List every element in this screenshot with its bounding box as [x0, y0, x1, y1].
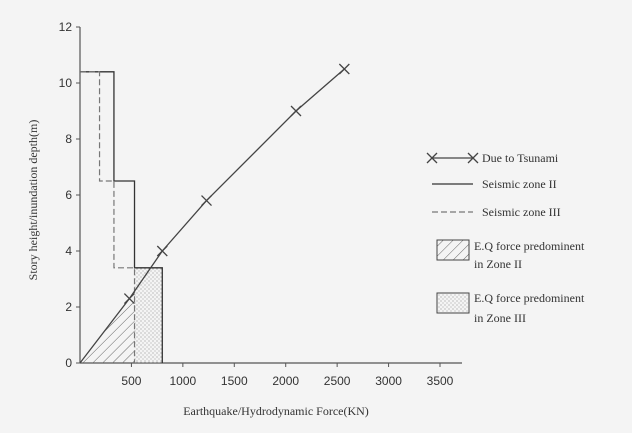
y-axis-label: Story height/inundation depth(m) [26, 120, 40, 281]
series-lines [79, 63, 350, 364]
region-fills [80, 267, 163, 363]
x-marker-icon [467, 152, 479, 164]
x-tick-label: 1500 [221, 374, 248, 388]
legend-item-zone3: Seismic zone III [432, 205, 561, 219]
dotted-swatch [436, 292, 470, 314]
x-tick-label: 2500 [324, 374, 351, 388]
y-tick-label: 10 [59, 76, 73, 90]
tsunami-point-marker [123, 293, 135, 305]
legend-label-eq-zone2-line2: in Zone II [474, 257, 522, 271]
legend-item-zone2: Seismic zone II [432, 177, 557, 191]
tsunami-point-marker [338, 63, 350, 75]
y-tick-label: 4 [65, 244, 72, 258]
legend-item-eq-zone3: E.Q force predominent in Zone III [436, 291, 585, 325]
tsunami-point-marker [201, 195, 212, 207]
y-tick-label: 12 [59, 20, 73, 34]
legend-item-eq-zone2: E.Q force predominent in Zone II [436, 239, 585, 271]
x-tick-label: 2000 [272, 374, 299, 388]
y-tick-label: 2 [65, 300, 72, 314]
legend-item-tsunami: Due to Tsunami [426, 151, 559, 165]
legend-label-tsunami: Due to Tsunami [482, 151, 559, 165]
series-seismic-zone-ii [80, 71, 163, 363]
y-tick-label: 6 [65, 188, 72, 202]
x-tick-label: 500 [121, 374, 141, 388]
axis-ticks: 0 2 4 6 8 10 12 500 1000 1500 2000 2500 3000 3500 [59, 20, 454, 388]
region-eq-zone3 [134, 267, 163, 363]
x-tick-label: 3500 [427, 374, 454, 388]
x-marker-icon [426, 152, 438, 164]
x-axis-label: Earthquake/Hydrodynamic Force(KN) [183, 404, 369, 418]
series-seismic-zone-iii [80, 71, 136, 363]
legend-label-zone3: Seismic zone III [482, 205, 561, 219]
x-tick-label: 3000 [375, 374, 402, 388]
legend-label-eq-zone3-line2: in Zone III [474, 311, 526, 325]
y-tick-label: 0 [65, 356, 72, 370]
series-tsunami [79, 68, 345, 364]
legend: Due to Tsunami Seismic zone II Seismic z… [426, 151, 585, 325]
legend-label-eq-zone2-line1: E.Q force predominent [474, 239, 585, 253]
legend-label-zone2: Seismic zone II [482, 177, 557, 191]
hatch-swatch [436, 239, 470, 261]
x-tick-label: 1000 [170, 374, 197, 388]
tsunami-point-marker [156, 245, 168, 257]
tsunami-point-marker [290, 105, 302, 117]
y-tick-label: 8 [65, 132, 72, 146]
legend-label-eq-zone3-line1: E.Q force predominent [474, 291, 585, 305]
